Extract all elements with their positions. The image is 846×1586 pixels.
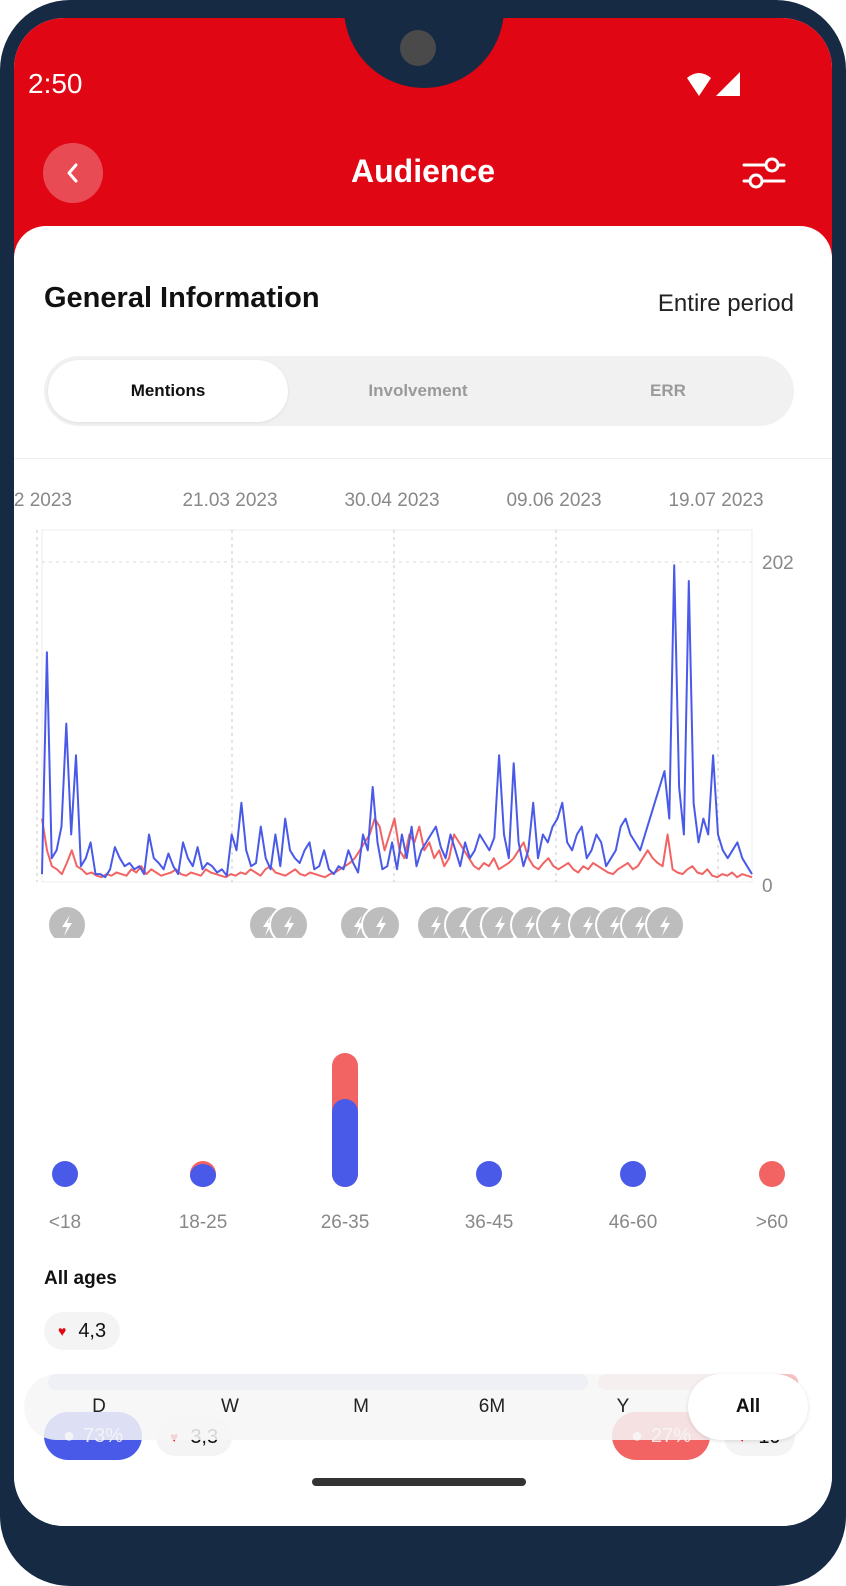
age-dot: [759, 1161, 785, 1187]
lightning-glyph: [284, 915, 294, 936]
age-bar-blue: [332, 1099, 358, 1187]
age-distribution-chart: <18 18-25 26-35 36-45 46-60 >60: [49, 1053, 788, 1233]
divider: [14, 458, 832, 459]
screen: 2:50 Audience General Information Entire…: [14, 18, 832, 1526]
tab-involvement[interactable]: Involvement: [368, 381, 468, 400]
age-dot: [52, 1161, 78, 1187]
y-tick-label: 0: [762, 876, 773, 897]
camera-icon: [400, 30, 436, 66]
wifi-icon: [687, 73, 711, 96]
timeframe-w[interactable]: W: [221, 1396, 239, 1417]
lightning-icon: [47, 905, 87, 938]
age-label: 18-25: [179, 1212, 228, 1233]
lightning-glyph: [459, 915, 469, 936]
lightning-glyph: [62, 915, 72, 936]
lightning-glyph: [354, 915, 364, 936]
lightning-glyph: [376, 915, 386, 936]
plot-frame: [41, 529, 753, 883]
content-card: [14, 226, 832, 1526]
timeframe-selector: D W M 6M Y All: [24, 1374, 808, 1440]
section-title: General Information: [44, 282, 320, 314]
lightning-icon: [645, 905, 685, 938]
age-bar-blue: [190, 1164, 216, 1187]
tab-mentions[interactable]: Mentions: [48, 360, 288, 422]
signal-icon: [716, 72, 740, 96]
series-line-red: [41, 817, 753, 879]
lightning-glyph: [635, 915, 645, 936]
x-tick-label: 09.06 2023: [506, 490, 601, 511]
age-label: 36-45: [465, 1212, 514, 1233]
x-tick-label: 30.04 2023: [344, 490, 439, 511]
lightning-icon: [269, 905, 309, 938]
lightning-glyph: [431, 915, 441, 936]
lightning-glyph: [495, 915, 505, 936]
age-dot: [620, 1161, 646, 1187]
x-tick-label: 21.03 2023: [182, 490, 277, 511]
lightning-glyph: [263, 915, 273, 936]
age-label: <18: [49, 1212, 81, 1233]
timeframe-y[interactable]: Y: [616, 1396, 630, 1417]
lightning-glyph: [583, 915, 593, 936]
rating-value: 4,3: [78, 1319, 107, 1342]
age-label: 46-60: [609, 1212, 658, 1233]
age-dot: [476, 1161, 502, 1187]
lightning-glyph: [660, 915, 670, 936]
heart-icon: ♥: [58, 1323, 67, 1339]
rating-badge: ♥ 4,3: [44, 1312, 121, 1350]
home-indicator[interactable]: [312, 1478, 526, 1486]
back-button[interactable]: [43, 143, 103, 203]
series-line-blue: [41, 564, 753, 879]
page-title: Audience: [350, 153, 496, 189]
lightning-glyph: [525, 915, 535, 936]
timeframe-m[interactable]: M: [353, 1396, 369, 1417]
lightning-glyph: [551, 915, 561, 936]
timeframe-all[interactable]: All: [688, 1374, 808, 1440]
timeframe-d[interactable]: D: [92, 1396, 106, 1417]
age-label: >60: [756, 1212, 788, 1233]
mentions-chart: .02 2023 21.03 2023 30.04 2023 09.06 2023 19…: [14, 490, 794, 938]
sliders-icon[interactable]: [742, 153, 786, 193]
tab-err[interactable]: ERR: [650, 381, 686, 400]
timeframe-6m[interactable]: 6M: [478, 1396, 506, 1417]
period-selector[interactable]: Entire period: [657, 290, 794, 317]
x-tick-label: .02 2023: [14, 490, 72, 511]
lightning-icon: [361, 905, 401, 938]
lightning-glyph: [610, 915, 620, 936]
chevron-left-icon: [67, 163, 78, 183]
y-tick-label: 202: [762, 553, 794, 574]
x-tick-label: 19.07 2023: [668, 490, 763, 511]
status-time: 2:50: [28, 68, 83, 99]
metric-tabs: Mentions Involvement ERR: [44, 356, 794, 426]
age-label: 26-35: [321, 1212, 370, 1233]
all-ages-title: All ages: [44, 1268, 117, 1289]
